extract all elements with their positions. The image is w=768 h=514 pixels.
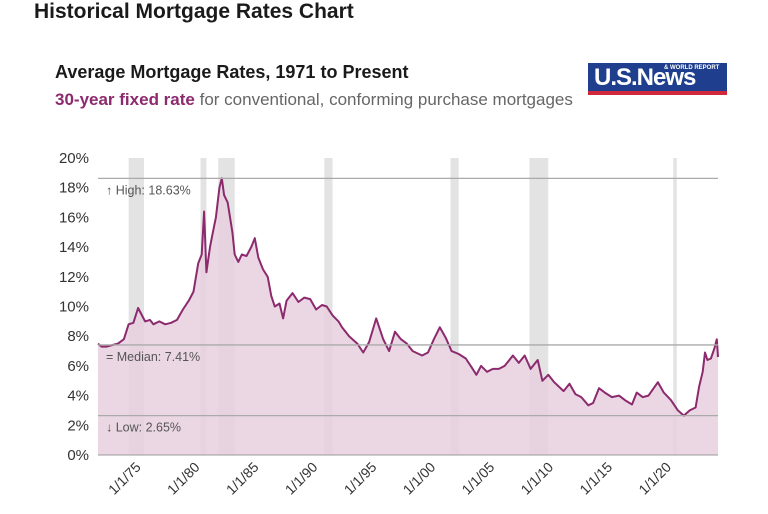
- series-line: [97, 177, 719, 417]
- y-tick-label: 6%: [67, 358, 89, 375]
- x-tick-label: 1/1/90: [282, 459, 321, 498]
- x-tick-label: 1/1/05: [458, 459, 497, 498]
- x-tick-label: 1/1/00: [400, 459, 439, 498]
- y-tick-label: 14%: [59, 239, 89, 256]
- chart-subtitle: 30-year fixed rate for conventional, con…: [55, 88, 575, 111]
- y-tick-label: 2%: [67, 417, 89, 434]
- y-tick-label: 4%: [67, 388, 89, 405]
- usnews-logo: U.S.News & WORLD REPORT: [588, 63, 727, 97]
- recession-band: [450, 158, 459, 455]
- y-tick-label: 18%: [59, 180, 89, 197]
- y-tick-label: 12%: [59, 269, 89, 286]
- ref-label-median: = Median: 7.41%: [106, 350, 200, 364]
- x-tick-label: 1/1/15: [576, 459, 615, 498]
- ref-label-high: ↑ High: 18.63%: [106, 183, 191, 197]
- x-tick-label: 1/1/10: [517, 459, 556, 498]
- x-tick-label: 1/1/75: [105, 459, 144, 498]
- x-tick-label: 1/1/20: [635, 459, 674, 498]
- y-tick-label: 10%: [59, 299, 89, 316]
- logo-wordmark: U.S.News: [594, 64, 696, 91]
- x-tick-label: 1/1/95: [341, 459, 380, 498]
- x-tick-label: 1/1/85: [223, 459, 262, 498]
- y-tick-label: 8%: [67, 328, 89, 345]
- y-tick-label: 20%: [59, 150, 89, 167]
- subtitle-highlight: 30-year fixed rate: [55, 90, 195, 109]
- x-tick-label: 1/1/80: [164, 459, 203, 498]
- series-area: [98, 178, 718, 456]
- logo-background: [588, 63, 727, 91]
- y-tick-label: 0%: [67, 447, 89, 464]
- recession-band: [673, 158, 677, 455]
- logo-red-stripe: [588, 91, 727, 95]
- logo-tagline: & WORLD REPORT: [664, 65, 720, 71]
- ref-label-low: ↓ Low: 2.65%: [106, 421, 181, 435]
- chart-title: Average Mortgage Rates, 1971 to Present: [55, 62, 409, 82]
- y-tick-label: 16%: [59, 209, 89, 226]
- subtitle-rest: for conventional, conforming purchase mo…: [194, 90, 573, 109]
- recession-band: [324, 158, 333, 455]
- page-title: Historical Mortgage Rates Chart: [34, 0, 354, 23]
